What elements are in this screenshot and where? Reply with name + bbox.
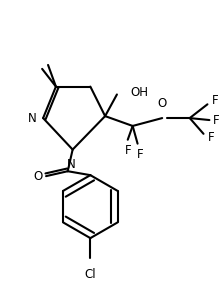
Text: F: F (124, 144, 131, 157)
Text: F: F (213, 113, 220, 127)
Text: O: O (157, 97, 167, 110)
Text: F: F (211, 94, 218, 107)
Text: N: N (28, 112, 36, 125)
Text: Cl: Cl (84, 268, 96, 281)
Text: F: F (137, 148, 144, 160)
Text: OH: OH (131, 86, 149, 99)
Text: F: F (207, 131, 214, 144)
Text: O: O (34, 170, 43, 183)
Text: N: N (67, 158, 76, 171)
